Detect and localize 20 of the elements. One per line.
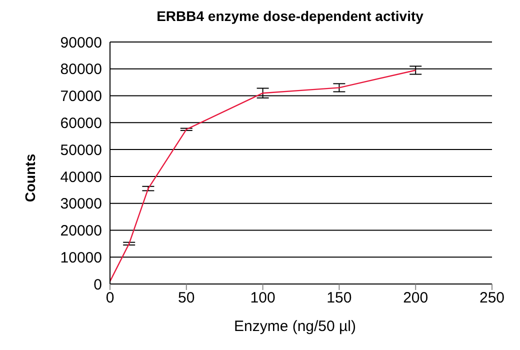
y-tick-label: 40000 [60,168,102,186]
y-tick-label: 80000 [60,61,102,78]
line-series [110,70,416,282]
chart-title: ERBB4 enzyme dose-dependent activity [156,8,424,24]
y-tick-label: 20000 [60,222,102,240]
y-tick-label: 30000 [60,196,102,213]
y-tick-label: 10000 [60,249,102,266]
y-axis-title: Counts [22,154,38,202]
y-tick-label: 60000 [60,114,102,132]
x-tick-label: 150 [326,290,352,307]
y-tick-label: 90000 [60,34,102,52]
y-tick-label: 50000 [60,142,102,159]
x-axis-title: Enzyme (ng/50 µl) [232,318,358,335]
x-tick-label: 100 [250,290,276,307]
x-tick-label: 0 [106,290,114,307]
y-tick-label: 0 [94,276,102,294]
y-tick-label: 70000 [60,88,102,106]
x-tick-label: 200 [403,290,428,307]
x-tick-label: 250 [479,290,505,307]
x-tick-label: 50 [178,290,195,307]
